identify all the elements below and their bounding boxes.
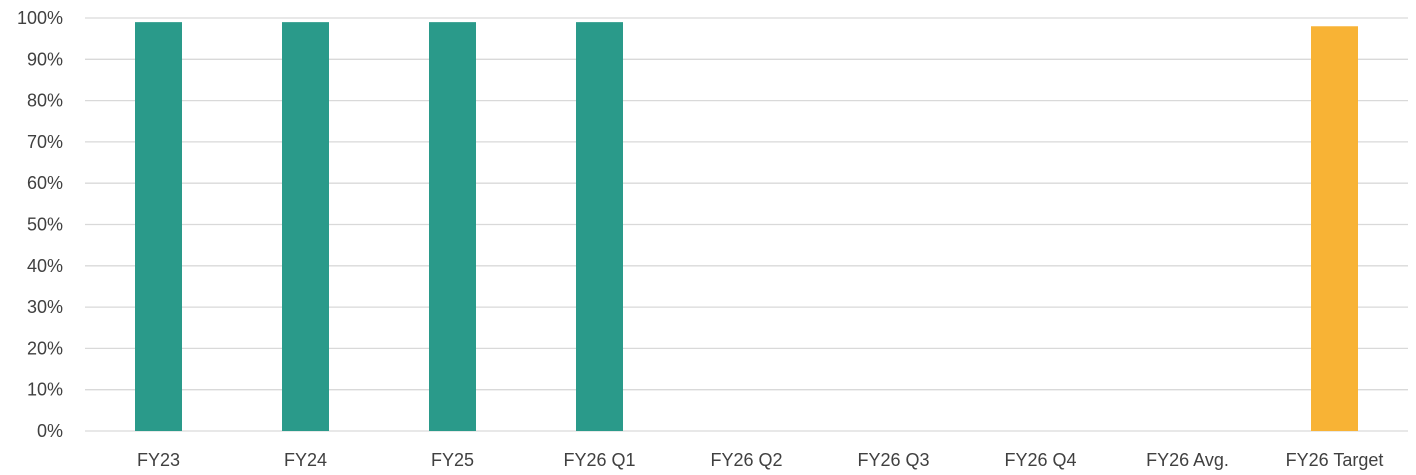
y-tick-label: 100% — [17, 8, 63, 28]
x-tick-label: FY26 Q4 — [1004, 450, 1076, 470]
y-axis-tick-labels: 0% 10% 20% 30% 40% 50% 60% 70% 80% 90% 100% — [17, 8, 63, 441]
x-tick-label: FY23 — [137, 450, 180, 470]
y-tick-label: 90% — [27, 49, 63, 69]
y-tick-label: 20% — [27, 338, 63, 358]
bar-fy25 — [429, 22, 476, 431]
x-tick-label: FY26 Avg. — [1146, 450, 1229, 470]
x-tick-label: FY26 Q3 — [857, 450, 929, 470]
y-tick-label: 30% — [27, 297, 63, 317]
y-tick-label: 50% — [27, 215, 63, 235]
y-tick-label: 40% — [27, 256, 63, 276]
x-tick-label: FY25 — [431, 450, 474, 470]
bar-fy23 — [135, 22, 182, 431]
x-axis-tick-labels: FY23 FY24 FY25 FY26 Q1 FY26 Q2 FY26 Q3 FY26 Q4… — [137, 450, 1383, 470]
bar-fy24 — [282, 22, 329, 431]
bar-fy26-q1 — [576, 22, 623, 431]
y-tick-label: 80% — [27, 91, 63, 111]
y-tick-label: 10% — [27, 380, 63, 400]
x-tick-label: FY26 Target — [1286, 450, 1384, 470]
y-tick-label: 0% — [37, 421, 63, 441]
y-tick-label: 60% — [27, 173, 63, 193]
x-tick-label: FY24 — [284, 450, 327, 470]
y-tick-label: 70% — [27, 132, 63, 152]
x-tick-label: FY26 Q1 — [563, 450, 635, 470]
x-tick-label: FY26 Q2 — [710, 450, 782, 470]
bar-fy26-target — [1311, 26, 1358, 431]
bars — [135, 22, 1358, 431]
